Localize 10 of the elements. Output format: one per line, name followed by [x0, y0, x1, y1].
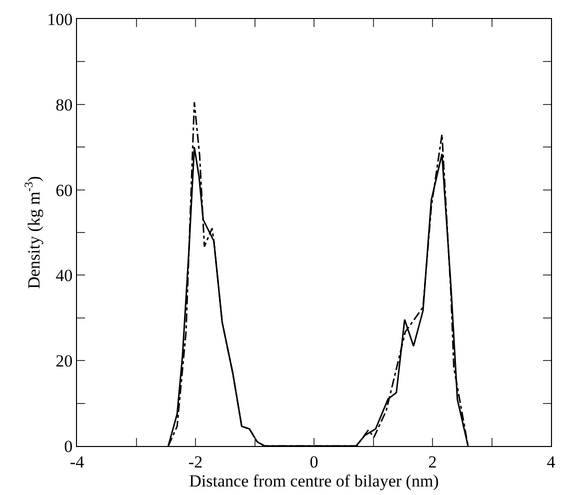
- x-tick-label: 4: [546, 452, 556, 472]
- x-axis-title: Distance from centre of bilayer (nm): [189, 471, 439, 490]
- x-tick-label: 2: [428, 452, 437, 472]
- y-tick-label: 80: [56, 95, 73, 114]
- y-tick-label: 60: [56, 180, 73, 200]
- x-tick-label: 0: [310, 452, 318, 472]
- x-tick-label: -2: [188, 452, 203, 472]
- y-tick-label: 100: [47, 10, 73, 29]
- y-tick-label: 20: [56, 352, 73, 371]
- y-tick-label: 40: [56, 266, 73, 286]
